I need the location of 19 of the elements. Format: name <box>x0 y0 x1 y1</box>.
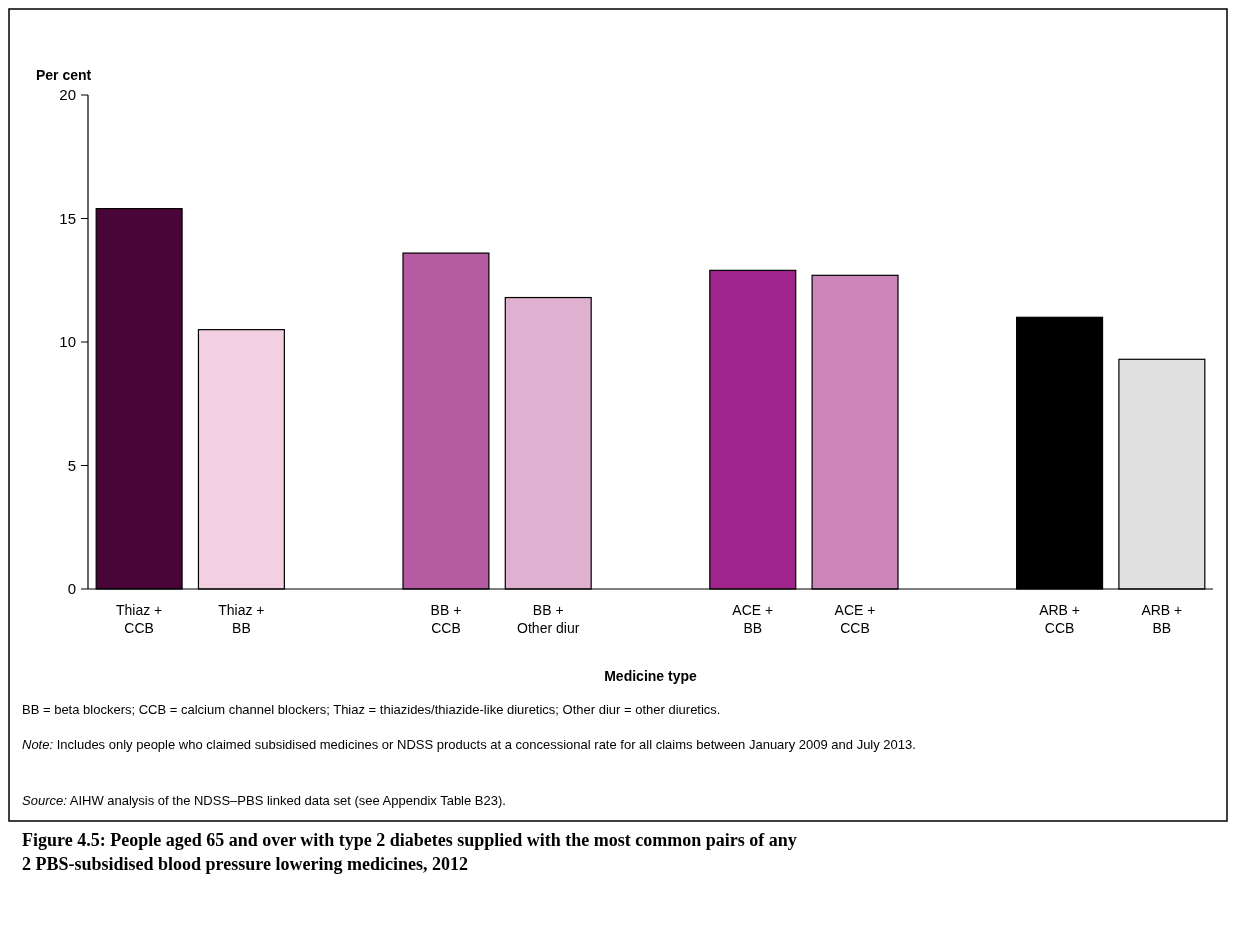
y-tick-label: 5 <box>67 456 76 474</box>
x-tick-label: ARB + CCB <box>1039 602 1081 636</box>
y-axis-title: Per cent <box>36 67 92 83</box>
x-tick-label: BB + Other diur <box>517 602 580 636</box>
x-tick-label: BB + CCB <box>430 602 462 636</box>
y-tick-label: 0 <box>67 580 76 598</box>
source-note: Source: AIHW analysis of the NDSS–PBS linked data set (see Appendix Table B23). <box>22 793 506 808</box>
x-tick-label: ACE + BB <box>732 602 774 636</box>
x-axis-title: Medicine type <box>604 668 697 684</box>
text: Figure 4.5: People aged 65 and over with type 2 diabetes supplied with the most common pairs of any 2 PBS-subsidised blood pressure lowering medicines, 2012 <box>22 830 797 874</box>
x-tick-label: ACE + CCB <box>834 602 876 636</box>
x-tick-label: ARB + BB <box>1141 602 1183 636</box>
y-tick-label: 20 <box>59 86 76 104</box>
x-tick-label: Thiaz + CCB <box>115 602 163 636</box>
text: BB = beta blockers; CCB = calcium channel blockers; Thiaz = thiazides/thiazide-like diuretics; Other diur = other diuretics. <box>22 702 721 717</box>
y-tick-label: 15 <box>59 209 76 227</box>
text: Note: Includes only people who claimed subsidised medicines or NDSS products at a concessional rate for all claims between January 2009 and July 2013. <box>22 737 916 752</box>
x-tick-label: Thiaz + BB <box>218 602 265 636</box>
y-tick-label: 10 <box>59 333 76 351</box>
